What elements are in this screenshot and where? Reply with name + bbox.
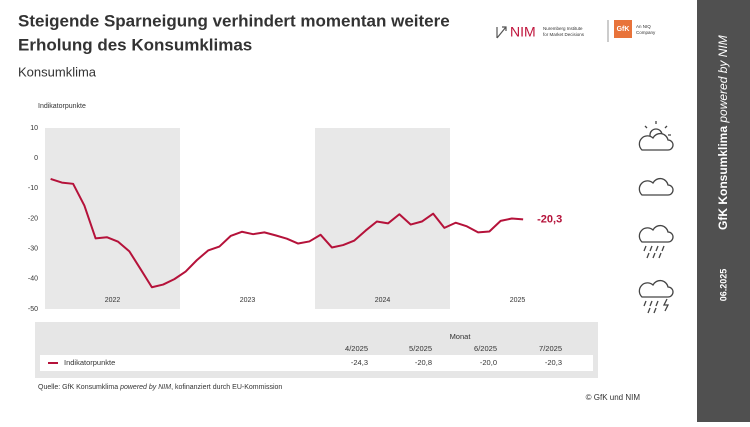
x-tick-label: 2022	[105, 297, 121, 304]
y-tick-label: 10	[30, 125, 38, 132]
table-column: 5/2025	[409, 344, 432, 353]
y-tick-label: -30	[28, 246, 38, 253]
title: Steigende Sparneigung verhindert momenta…	[18, 11, 450, 30]
y-tick-label: -10	[28, 185, 38, 192]
y-tick-label: 0	[34, 155, 38, 162]
sidebar-title: GfK Konsumklima powered by NIM	[716, 35, 730, 230]
table-column: 6/2025	[474, 344, 497, 353]
table-cell: -20,0	[480, 358, 497, 367]
source-b: powered by NIM	[119, 384, 171, 391]
table-cell: -20,8	[415, 358, 432, 367]
sidebar-title-text: GfK Konsumklima	[716, 126, 730, 230]
sidebar	[697, 0, 750, 422]
y-tick-label: -50	[28, 306, 38, 313]
table-header: Monat	[450, 332, 472, 341]
logo-gfk: GfK	[617, 26, 630, 33]
line	[50, 178, 524, 289]
nim-icon	[496, 26, 507, 39]
data-label: -20,3	[537, 213, 562, 225]
table-row-bg	[40, 355, 593, 371]
table-cell: -24,3	[351, 358, 368, 367]
title: Erholung des Konsumklimas	[18, 35, 252, 54]
table-row-label: Indikatorpunkte	[64, 358, 115, 367]
sidebar-date: 06.2025	[718, 269, 728, 302]
copyright: © GfK und NIM	[586, 393, 641, 402]
logo-gfk-sub: Company	[636, 30, 656, 35]
x-tick-label: 2025	[510, 297, 526, 304]
table-column: 7/2025	[539, 344, 562, 353]
source-c: , kofinanziert durch EU-Kommission	[171, 384, 282, 391]
logo-gfk-sub: An NIQ	[636, 24, 651, 29]
logo-nim: NIM	[510, 24, 536, 40]
logo-nim-sub: for Market Decisions	[543, 32, 585, 37]
sidebar-title-italic: powered by NIM	[716, 35, 730, 123]
table-cell: -20,3	[545, 358, 562, 367]
year-shade	[45, 128, 180, 309]
gfk-box	[614, 20, 632, 38]
subtitle: Konsumklima	[18, 64, 97, 79]
year-shade	[315, 128, 450, 309]
x-tick-label: 2023	[240, 297, 256, 304]
x-tick-label: 2024	[375, 297, 391, 304]
y-tick-label: -20	[28, 215, 38, 222]
weather-icons	[638, 121, 674, 314]
y-axis-label: Indikatorpunkte	[38, 103, 86, 110]
y-tick-label: -40	[28, 276, 38, 283]
source-a: Quelle: GfK Konsumklima	[38, 384, 120, 391]
source: Quelle: GfK Konsumklima powered by NIM, …	[38, 384, 282, 391]
table-column: 4/2025	[345, 344, 368, 353]
logo-nim-sub: Nuremberg Institute	[543, 26, 583, 31]
